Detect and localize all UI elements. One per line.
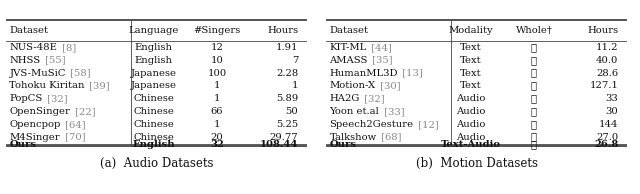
Text: [13]: [13]	[399, 68, 423, 78]
Text: Text: Text	[460, 56, 481, 65]
Text: ✓: ✓	[531, 81, 537, 90]
Text: ✗: ✗	[531, 68, 537, 78]
Text: 144: 144	[598, 120, 618, 129]
Text: 5.25: 5.25	[276, 120, 298, 129]
Text: [68]: [68]	[378, 133, 401, 142]
Text: [58]: [58]	[67, 68, 91, 78]
Text: HA2G: HA2G	[330, 94, 360, 103]
Text: 29.77: 29.77	[269, 133, 298, 142]
Text: 28.6: 28.6	[596, 68, 618, 78]
Text: 108.44: 108.44	[260, 140, 298, 149]
Text: (a)  Audio Datasets: (a) Audio Datasets	[100, 157, 214, 170]
Text: Text: Text	[460, 81, 481, 90]
Text: Opencpop: Opencpop	[10, 120, 61, 129]
Text: 32: 32	[210, 140, 224, 149]
Text: 1: 1	[214, 81, 220, 90]
Text: English: English	[135, 56, 173, 65]
Text: Language: Language	[129, 26, 179, 35]
Text: Chinese: Chinese	[133, 120, 174, 129]
Text: (b)  Motion Datasets: (b) Motion Datasets	[416, 157, 538, 170]
Text: Tohoku Kiritan: Tohoku Kiritan	[10, 81, 85, 90]
Text: Text-Audio: Text-Audio	[441, 140, 500, 149]
Text: Audio: Audio	[456, 133, 486, 142]
Text: 1: 1	[214, 94, 220, 103]
Text: [8]: [8]	[59, 43, 76, 52]
Text: 10: 10	[211, 56, 223, 65]
Text: [55]: [55]	[42, 56, 66, 65]
Text: Modality: Modality	[449, 26, 493, 35]
Text: ✓: ✓	[531, 133, 537, 142]
Text: Chinese: Chinese	[133, 133, 174, 142]
Text: 1: 1	[292, 81, 298, 90]
Text: Ours: Ours	[330, 140, 356, 149]
Text: Chinese: Chinese	[133, 107, 174, 116]
Text: English: English	[135, 43, 173, 52]
Text: [64]: [64]	[62, 120, 86, 129]
Text: Ours: Ours	[10, 140, 36, 149]
Text: KIT-ML: KIT-ML	[330, 43, 367, 52]
Text: Japanese: Japanese	[131, 68, 177, 78]
Text: #Singers: #Singers	[193, 26, 241, 35]
Text: JVS-MuSiC: JVS-MuSiC	[10, 68, 66, 78]
Text: NHSS: NHSS	[10, 56, 40, 65]
Text: ✗: ✗	[531, 120, 537, 129]
Text: 2.28: 2.28	[276, 68, 298, 78]
Text: NUS-48E: NUS-48E	[10, 43, 58, 52]
Text: 1.91: 1.91	[276, 43, 298, 52]
Text: [33]: [33]	[381, 107, 404, 116]
Text: Hours: Hours	[587, 26, 618, 35]
Text: English: English	[132, 140, 175, 149]
Text: Motion-X: Motion-X	[330, 81, 376, 90]
Text: 7: 7	[292, 56, 298, 65]
Text: Audio: Audio	[456, 107, 486, 116]
Text: 50: 50	[285, 107, 298, 116]
Text: 33: 33	[605, 94, 618, 103]
Text: 40.0: 40.0	[596, 56, 618, 65]
Text: 26.8: 26.8	[594, 140, 618, 149]
Text: 20: 20	[211, 133, 223, 142]
Text: Text: Text	[460, 68, 481, 78]
Text: Chinese: Chinese	[133, 94, 174, 103]
Text: Audio: Audio	[456, 120, 486, 129]
Text: 12: 12	[211, 43, 223, 52]
Text: M4Singer: M4Singer	[10, 133, 60, 142]
Text: AMASS: AMASS	[330, 56, 368, 65]
Text: [22]: [22]	[72, 107, 95, 116]
Text: 66: 66	[211, 107, 223, 116]
Text: Speech2Gesture: Speech2Gesture	[330, 120, 413, 129]
Text: [35]: [35]	[369, 56, 393, 65]
Text: ✗: ✗	[531, 56, 537, 65]
Text: [32]: [32]	[44, 94, 68, 103]
Text: 27.0: 27.0	[596, 133, 618, 142]
Text: 11.2: 11.2	[596, 43, 618, 52]
Text: Dataset: Dataset	[330, 26, 369, 35]
Text: Dataset: Dataset	[10, 26, 49, 35]
Text: Text: Text	[460, 43, 481, 52]
Text: [30]: [30]	[377, 81, 401, 90]
Text: [32]: [32]	[362, 94, 385, 103]
Text: 30: 30	[605, 107, 618, 116]
Text: ✓: ✓	[531, 140, 537, 149]
Text: ✗: ✗	[531, 107, 537, 116]
Text: [12]: [12]	[415, 120, 439, 129]
Text: Whole†: Whole†	[515, 26, 552, 35]
Text: [70]: [70]	[61, 133, 85, 142]
Text: Hours: Hours	[267, 26, 298, 35]
Text: 127.1: 127.1	[589, 81, 618, 90]
Text: Audio: Audio	[456, 94, 486, 103]
Text: 100: 100	[207, 68, 227, 78]
Text: PopCS: PopCS	[10, 94, 43, 103]
Text: ✗: ✗	[531, 43, 537, 52]
Text: ✗: ✗	[531, 94, 537, 103]
Text: OpenSinger: OpenSinger	[10, 107, 70, 116]
Text: HumanML3D: HumanML3D	[330, 68, 398, 78]
Text: 5.89: 5.89	[276, 94, 298, 103]
Text: Talkshow: Talkshow	[330, 133, 376, 142]
Text: 1: 1	[214, 120, 220, 129]
Text: Yoon et.al: Yoon et.al	[330, 107, 379, 116]
Text: [39]: [39]	[86, 81, 110, 90]
Text: [44]: [44]	[368, 43, 392, 52]
Text: Japanese: Japanese	[131, 81, 177, 90]
